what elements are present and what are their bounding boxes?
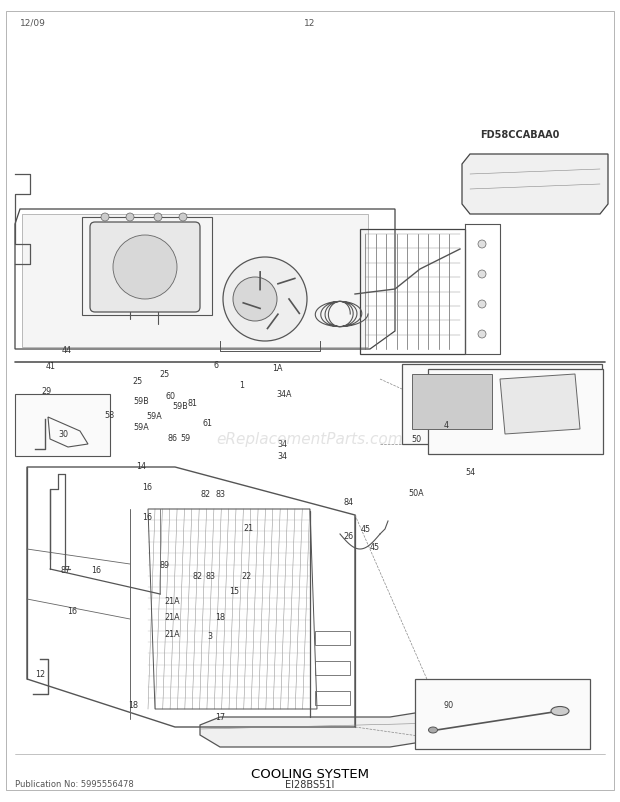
Text: 59A: 59A	[133, 422, 149, 431]
Text: 17: 17	[215, 711, 225, 721]
Text: 87: 87	[60, 565, 70, 574]
Text: 82: 82	[192, 571, 202, 581]
Text: 81: 81	[187, 398, 197, 407]
Text: 25: 25	[159, 369, 169, 379]
Text: 54: 54	[465, 467, 475, 476]
Text: 26: 26	[343, 531, 353, 541]
Bar	[360, 229, 465, 354]
Bar	[315, 661, 350, 675]
Polygon shape	[22, 215, 368, 347]
Text: 18: 18	[128, 699, 138, 709]
Circle shape	[101, 214, 109, 221]
Text: 15: 15	[229, 585, 239, 595]
Circle shape	[478, 330, 486, 338]
Text: 3: 3	[207, 631, 212, 641]
Text: 16: 16	[143, 482, 153, 492]
Text: 82: 82	[201, 489, 211, 499]
Polygon shape	[500, 375, 580, 435]
Text: 34: 34	[277, 451, 287, 460]
Text: 59B: 59B	[133, 396, 149, 406]
Text: 22: 22	[242, 571, 252, 581]
Text: 21A: 21A	[164, 612, 180, 622]
Text: Publication No: 5995556478: Publication No: 5995556478	[15, 779, 134, 788]
Text: 18: 18	[215, 612, 225, 622]
Text: 86: 86	[167, 433, 177, 443]
Bar	[428, 370, 603, 455]
Text: 12: 12	[35, 669, 45, 678]
Text: 45: 45	[361, 525, 371, 534]
FancyBboxPatch shape	[90, 223, 200, 313]
Text: 30: 30	[58, 429, 68, 439]
Polygon shape	[200, 709, 440, 747]
Bar	[82, 217, 212, 316]
Text: 12: 12	[304, 19, 316, 28]
Text: 83: 83	[206, 571, 216, 581]
Text: 14: 14	[136, 461, 146, 471]
Bar	[315, 631, 350, 645]
Text: 60: 60	[166, 391, 175, 401]
Text: 6: 6	[213, 360, 218, 370]
Text: 34A: 34A	[277, 389, 292, 399]
Text: 16: 16	[143, 512, 153, 522]
Text: 83: 83	[215, 489, 225, 499]
Text: 34: 34	[277, 439, 287, 449]
Text: 58: 58	[105, 410, 115, 419]
Circle shape	[223, 257, 307, 342]
Text: 16: 16	[91, 565, 101, 574]
Text: 4: 4	[444, 420, 449, 430]
Text: 61: 61	[203, 418, 213, 427]
Text: 90: 90	[444, 699, 454, 709]
Text: 12/09: 12/09	[20, 19, 46, 28]
Text: 59B: 59B	[172, 401, 188, 411]
Text: 41: 41	[46, 361, 56, 371]
Text: 1A: 1A	[272, 363, 282, 373]
Bar	[412, 375, 492, 429]
Circle shape	[126, 214, 134, 221]
Circle shape	[478, 241, 486, 249]
Circle shape	[179, 214, 187, 221]
Bar	[415, 679, 590, 749]
Text: 29: 29	[42, 387, 51, 396]
Bar	[15, 395, 110, 456]
Text: 50A: 50A	[409, 488, 425, 497]
Text: 50: 50	[412, 434, 422, 444]
Text: 59A: 59A	[146, 411, 162, 421]
Bar	[315, 691, 350, 705]
Text: 1: 1	[239, 380, 244, 390]
Circle shape	[478, 270, 486, 278]
Text: 25: 25	[133, 376, 143, 386]
Polygon shape	[462, 155, 608, 215]
Text: 59: 59	[180, 433, 190, 443]
Text: 21: 21	[243, 523, 253, 533]
Text: 21A: 21A	[164, 596, 180, 606]
Circle shape	[154, 214, 162, 221]
Text: eReplacementParts.com: eReplacementParts.com	[216, 432, 404, 447]
Ellipse shape	[428, 727, 438, 733]
Bar	[488, 379, 506, 444]
Circle shape	[478, 301, 486, 309]
Text: 45: 45	[370, 542, 380, 552]
Text: 44: 44	[62, 345, 72, 354]
Ellipse shape	[40, 417, 50, 422]
Text: COOLING SYSTEM: COOLING SYSTEM	[251, 767, 369, 780]
Text: 21A: 21A	[164, 629, 180, 638]
Ellipse shape	[488, 375, 506, 383]
Text: EI28BS51I: EI28BS51I	[285, 779, 335, 789]
Text: 89: 89	[159, 560, 169, 569]
Circle shape	[113, 236, 177, 300]
Circle shape	[233, 277, 277, 322]
Ellipse shape	[551, 707, 569, 715]
Text: 16: 16	[68, 606, 78, 616]
Bar	[402, 365, 602, 444]
Ellipse shape	[488, 440, 506, 448]
Text: FD58CCABAA0: FD58CCABAA0	[480, 130, 560, 140]
Text: 84: 84	[343, 497, 353, 507]
